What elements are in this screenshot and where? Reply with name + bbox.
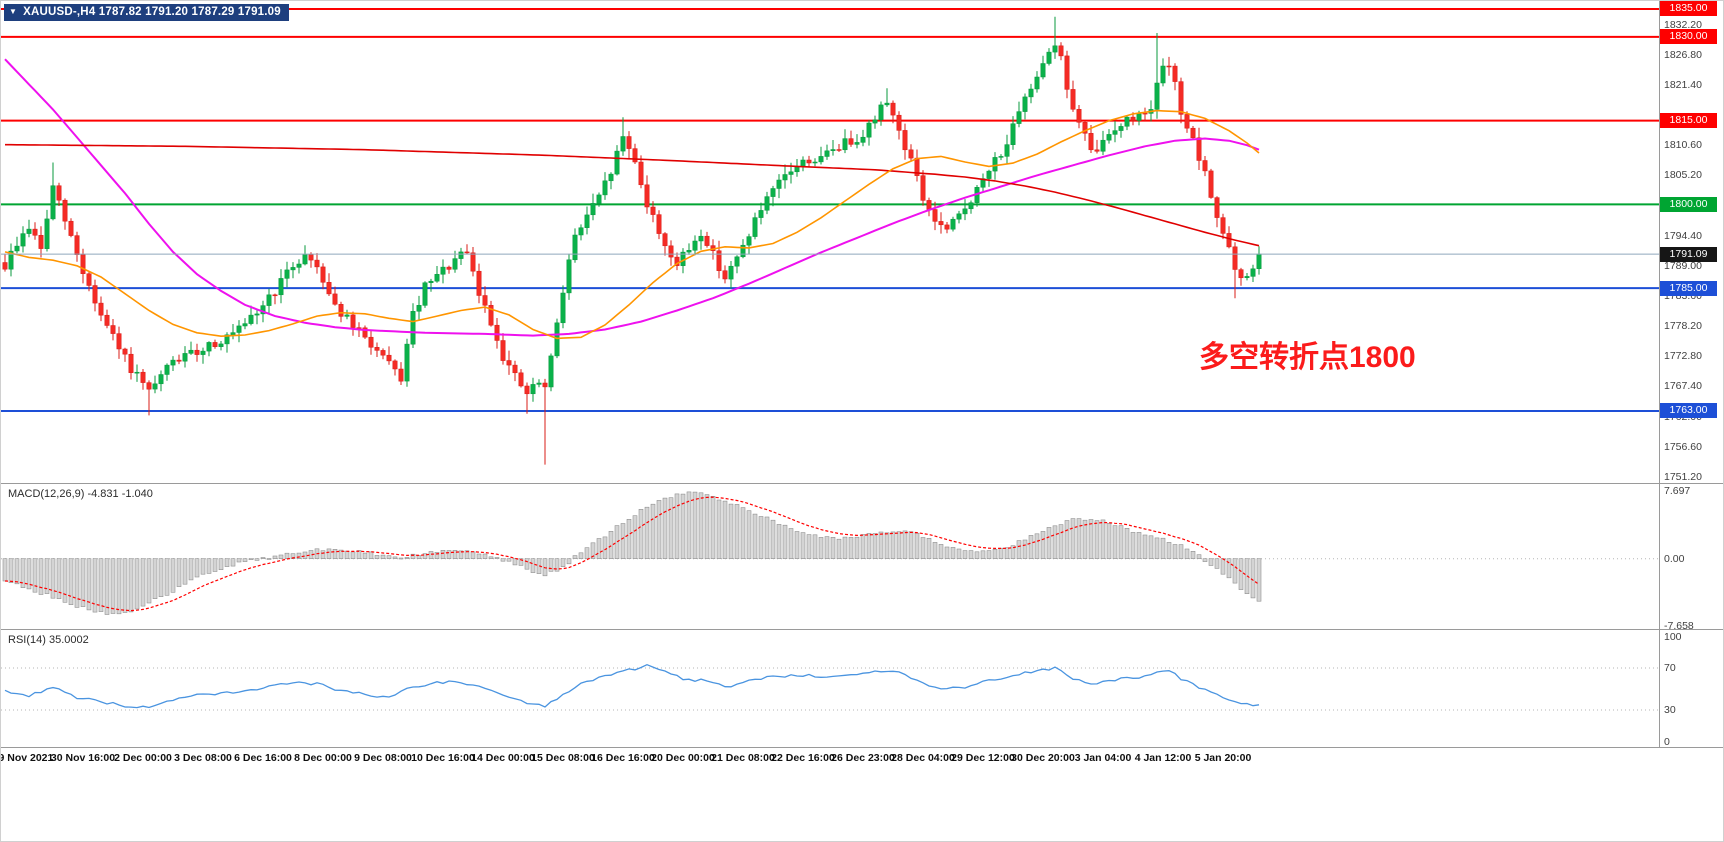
price-tick: 1805.20 <box>1664 169 1702 182</box>
time-axis-label: 29 Nov 2021 <box>1 752 54 764</box>
macd-tick: 7.697 <box>1664 485 1691 498</box>
price-tick: 1772.80 <box>1664 350 1702 363</box>
time-axis-label: 9 Dec 08:00 <box>354 752 412 764</box>
macd-tick: -7.658 <box>1664 620 1694 633</box>
macd-indicator-label: MACD(12,26,9) -4.831 -1.040 <box>8 488 153 500</box>
time-axis-label: 3 Dec 08:00 <box>174 752 232 764</box>
time-axis-label: 29 Dec 12:00 <box>951 752 1015 764</box>
time-axis-label: 30 Dec 20:00 <box>1011 752 1075 764</box>
chart-annotation-text: 多空转折点1800 <box>1199 341 1416 374</box>
price-tick: 1751.20 <box>1664 470 1702 483</box>
time-axis-label: 28 Dec 04:00 <box>891 752 955 764</box>
price-tick: 1810.60 <box>1664 139 1702 152</box>
price-tick: 1789.00 <box>1664 259 1702 272</box>
rsi-line <box>4 663 1260 709</box>
macd-histogram <box>2 491 1262 615</box>
price-level-badge: 1835.00 <box>1660 1 1717 17</box>
time-axis-label: 5 Jan 20:00 <box>1194 752 1252 764</box>
price-level-badge: 1763.00 <box>1660 403 1717 419</box>
time-axis-label: 14 Dec 00:00 <box>471 752 535 764</box>
time-axis-label: 26 Dec 23:00 <box>831 752 895 764</box>
price-level-lines <box>1 8 1659 412</box>
price-tick: 1756.60 <box>1664 440 1702 453</box>
time-axis-label: 22 Dec 16:00 <box>771 752 835 764</box>
price-level-badge: 1785.00 <box>1660 280 1717 296</box>
macd-signal-line <box>4 496 1260 612</box>
current-price-badge: 1791.09 <box>1660 246 1717 262</box>
ma-long-magenta <box>4 58 1260 337</box>
time-axis-label: 15 Dec 08:00 <box>531 752 595 764</box>
price-tick: 1794.40 <box>1664 229 1702 242</box>
time-axis-label: 4 Jan 12:00 <box>1134 752 1192 764</box>
ma-slow-red <box>5 143 1260 247</box>
rsi-tick: 30 <box>1664 704 1676 716</box>
rsi-tick: 70 <box>1664 662 1676 674</box>
price-tick: 1821.40 <box>1664 78 1702 91</box>
symbol-info-badge[interactable]: ▼ XAUUSD-,H4 1787.82 1791.20 1787.29 179… <box>4 4 289 21</box>
macd-tick: 0.00 <box>1664 552 1685 565</box>
time-axis-label: 6 Dec 16:00 <box>234 752 292 764</box>
dropdown-arrow-icon[interactable]: ▼ <box>9 7 18 16</box>
price-tick: 1826.80 <box>1664 48 1702 61</box>
price-tick: 1832.20 <box>1664 18 1702 31</box>
ma-fast-orange <box>4 109 1260 340</box>
time-axis-label: 16 Dec 16:00 <box>591 752 655 764</box>
candlestick-series <box>2 16 1262 465</box>
price-level-badge: 1800.00 <box>1660 196 1717 212</box>
rsi-indicator-label: RSI(14) 35.0002 <box>8 634 89 646</box>
price-tick: 1778.20 <box>1664 320 1702 333</box>
time-axis-label: 30 Nov 16:00 <box>50 752 116 764</box>
time-axis-label: 2 Dec 00:00 <box>114 752 172 764</box>
price-level-badge: 1830.00 <box>1660 29 1717 45</box>
price-tick: 1767.40 <box>1664 380 1702 393</box>
rsi-tick: 0 <box>1664 735 1670 748</box>
price-level-badge: 1815.00 <box>1660 113 1717 129</box>
time-axis-label: 8 Dec 00:00 <box>294 752 352 764</box>
time-axis-label: 20 Dec 00:00 <box>651 752 715 764</box>
symbol-ohlc-text: XAUUSD-,H4 1787.82 1791.20 1787.29 1791.… <box>23 6 281 18</box>
rsi-tick: 100 <box>1664 630 1682 643</box>
time-axis-label: 3 Jan 04:00 <box>1074 752 1132 764</box>
time-axis-label: 21 Dec 08:00 <box>711 752 775 764</box>
time-axis-label: 10 Dec 16:00 <box>411 752 475 764</box>
